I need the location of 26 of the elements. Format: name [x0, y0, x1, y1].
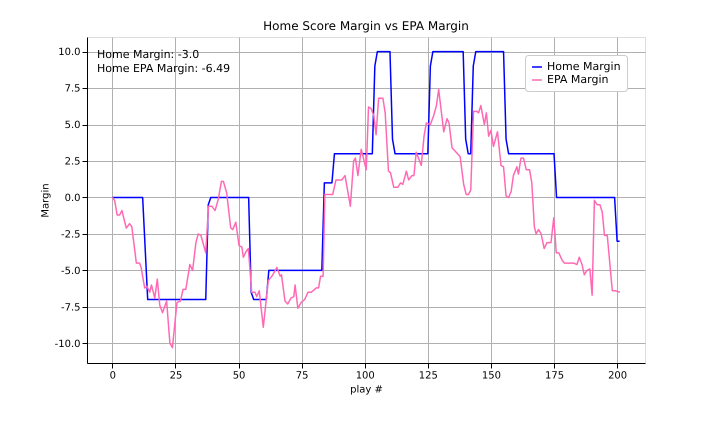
- y-tick-label: -5.0: [60, 266, 80, 277]
- chart-title: Home Score Margin vs EPA Margin: [263, 19, 469, 33]
- annotation: Home Margin: -3.0: [97, 48, 200, 61]
- y-axis-title: Margin: [40, 183, 52, 218]
- x-tick-label: 0: [110, 370, 116, 382]
- legend-label: EPA Margin: [547, 73, 608, 86]
- x-tick-label: 200: [608, 370, 628, 382]
- line-series: [112, 88, 621, 348]
- x-tick-label: 100: [356, 370, 375, 382]
- legend-label: Home Margin: [547, 60, 621, 73]
- x-tick-label: 175: [544, 370, 564, 382]
- y-tick-label: 0.0: [64, 192, 80, 204]
- x-axis-title: play #: [350, 384, 383, 396]
- x-tick-label: 25: [170, 370, 182, 382]
- x-tick-label: 125: [418, 370, 438, 382]
- y-tick-label: 7.5: [64, 84, 80, 95]
- x-tick-label: 50: [232, 370, 246, 382]
- y-tick-label: -7.5: [60, 302, 80, 314]
- y-tick-label: 5.0: [64, 120, 80, 132]
- y-tick-label: 2.5: [64, 156, 80, 168]
- y-tick-label: -2.5: [60, 229, 80, 240]
- x-tick-label: 150: [482, 370, 501, 382]
- y-tick-label: 10.0: [58, 47, 80, 58]
- y-tick-label: -10.0: [54, 338, 80, 350]
- x-tick-label: 75: [296, 370, 309, 382]
- annotation: Home EPA Margin: -6.49: [97, 62, 230, 75]
